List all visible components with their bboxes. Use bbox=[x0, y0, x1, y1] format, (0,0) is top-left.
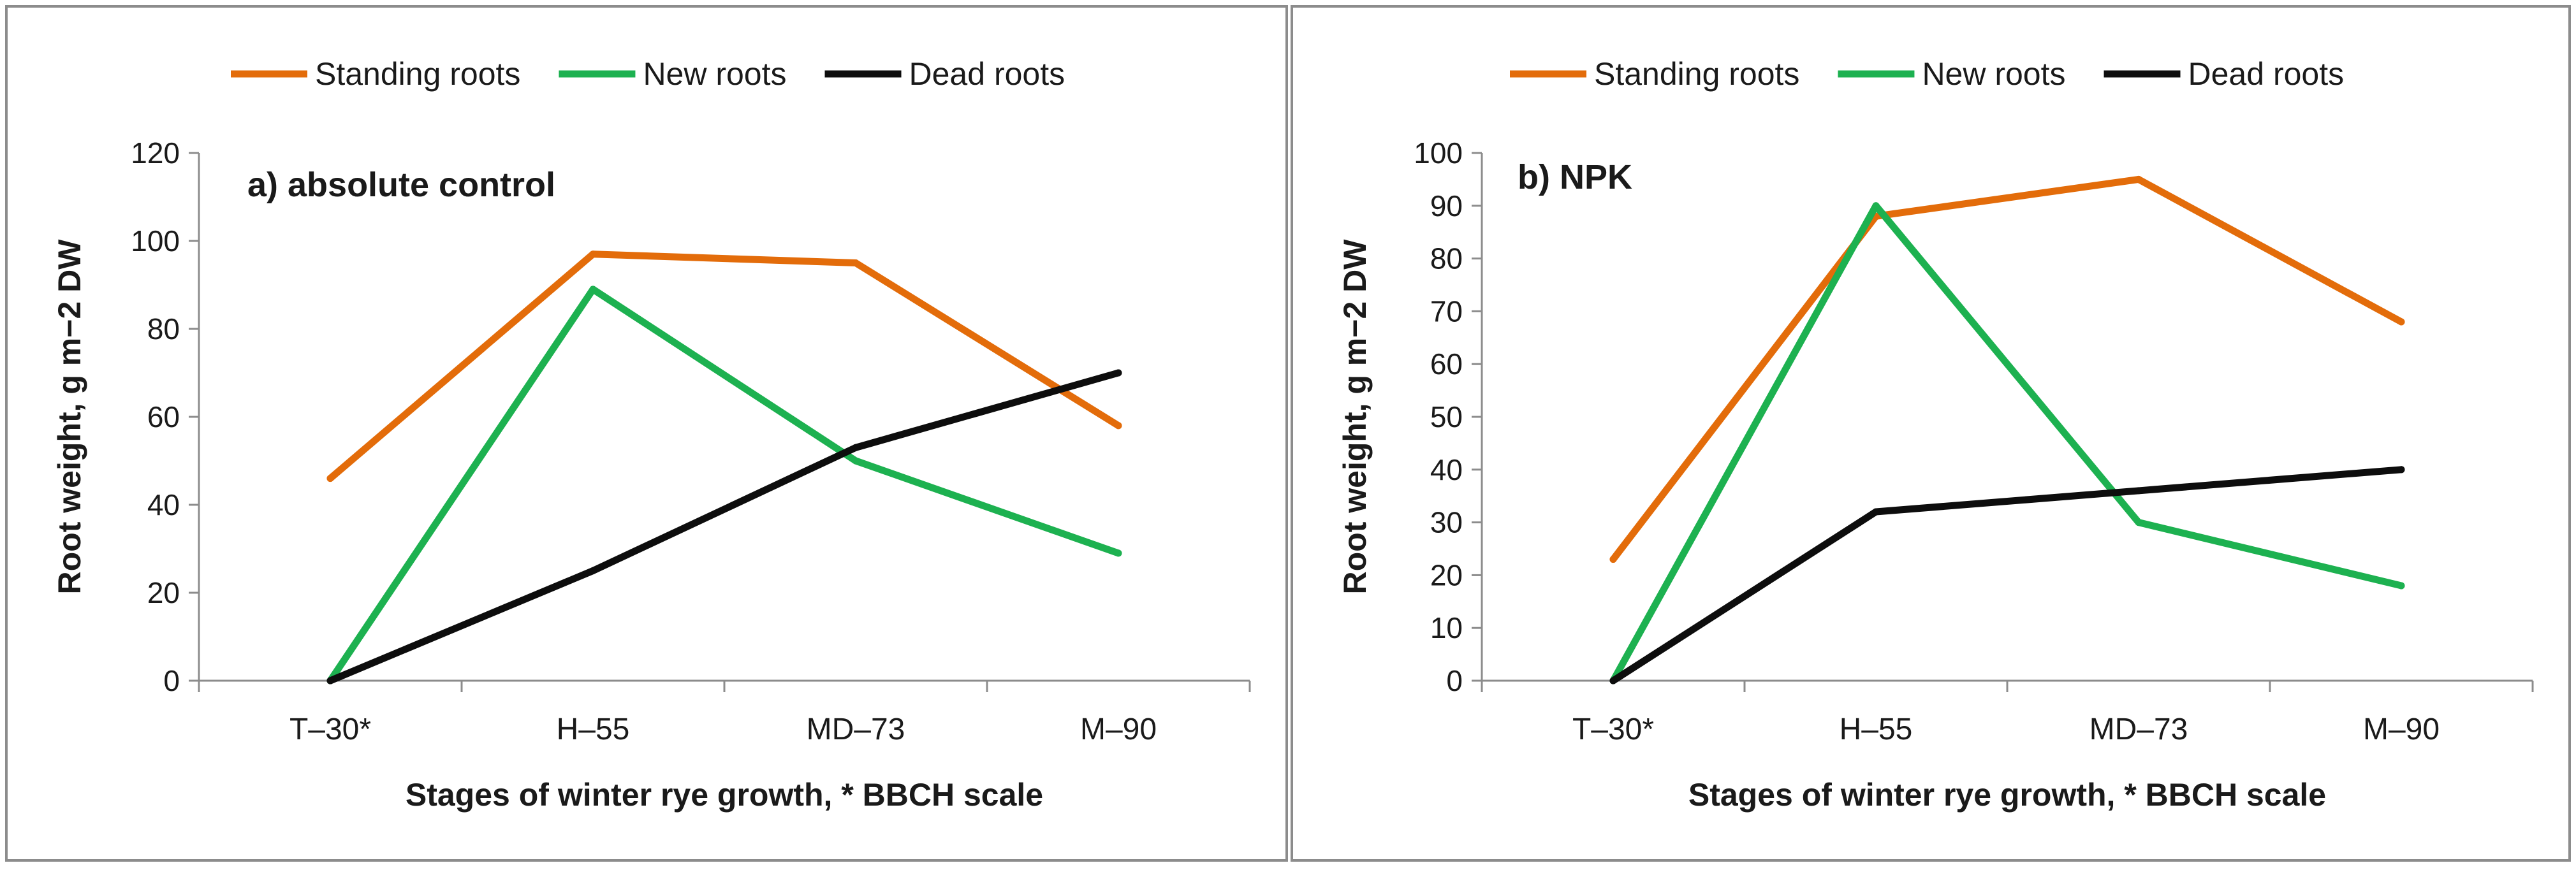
data-point-dead-roots bbox=[1872, 508, 1880, 516]
data-point-dead-roots bbox=[2135, 487, 2142, 495]
x-tick-label: M–90 bbox=[1080, 713, 1157, 746]
y-tick-label: 100 bbox=[1414, 136, 1463, 170]
y-tick-label: 60 bbox=[147, 400, 180, 433]
y-axis-title: Root weight, g m−2 DW bbox=[52, 239, 87, 595]
x-axis-title: Stages of winter rye growth, * BBCH scal… bbox=[406, 777, 1043, 813]
data-point-standing-roots bbox=[2135, 175, 2142, 183]
y-tick-label: 120 bbox=[131, 136, 180, 170]
series-line-dead-roots bbox=[326, 369, 1122, 685]
series-line-new-roots bbox=[326, 286, 1122, 685]
chart-b-svg: 0 10 20 30 40 50 60 70 80 90 100 T–30* H–55 MD–73 M–90… bbox=[1337, 56, 2534, 813]
y-tick-label: 0 bbox=[1446, 664, 1463, 697]
data-point-dead-roots bbox=[2397, 466, 2405, 474]
legend-label: Standing roots bbox=[315, 56, 520, 92]
x-tick-label: H–55 bbox=[557, 713, 630, 746]
x-tick-label: M–90 bbox=[2363, 713, 2440, 746]
data-point-dead-roots bbox=[326, 677, 334, 685]
data-point-dead-roots bbox=[1609, 677, 1617, 685]
data-point-standing-roots bbox=[2397, 318, 2405, 326]
x-axis-title: Stages of winter rye growth, * BBCH scal… bbox=[1688, 777, 2326, 813]
y-tick-label: 50 bbox=[1430, 400, 1463, 433]
y-tick-label: 40 bbox=[1430, 453, 1463, 486]
x-tick-label: H–55 bbox=[1840, 713, 1913, 746]
panel-label: b) NPK bbox=[1518, 158, 1632, 196]
y-tick-label: 40 bbox=[147, 488, 180, 521]
data-point-standing-roots bbox=[1115, 422, 1122, 430]
y-tick-label: 30 bbox=[1430, 506, 1463, 539]
data-point-new-roots bbox=[2135, 519, 2142, 526]
chart-panel-a: 0 20 40 60 80 100 120 T–30* H–55 MD–73 M–90 Stages … bbox=[5, 5, 1288, 862]
y-tick-label: 70 bbox=[1430, 294, 1463, 328]
data-point-new-roots bbox=[2397, 582, 2405, 590]
series-line-standing-roots bbox=[326, 250, 1122, 482]
data-point-new-roots bbox=[852, 457, 860, 465]
y-tick-label: 20 bbox=[147, 576, 180, 609]
legend-label: New roots bbox=[1922, 56, 2065, 92]
y-axis-title: Root weight, g m−2 DW bbox=[1337, 239, 1373, 595]
data-point-dead-roots bbox=[852, 444, 860, 451]
series-line-dead-roots bbox=[1609, 466, 2405, 685]
x-tick-label: T–30* bbox=[289, 713, 371, 746]
legend-label: Dead roots bbox=[909, 56, 1065, 92]
panel-label: a) absolute control bbox=[247, 166, 555, 204]
chart-a-svg: 0 20 40 60 80 100 120 T–30* H–55 MD–73 M–90 Stages … bbox=[52, 56, 1251, 813]
legend-label: New roots bbox=[643, 56, 786, 92]
data-point-new-roots bbox=[1115, 549, 1122, 557]
data-point-new-roots bbox=[1872, 202, 1880, 210]
x-tick-label: T–30* bbox=[1572, 713, 1654, 746]
data-point-dead-roots bbox=[589, 567, 597, 574]
y-tick-label: 20 bbox=[1430, 558, 1463, 591]
y-tick-label: 80 bbox=[147, 312, 180, 345]
data-point-standing-roots bbox=[589, 250, 597, 258]
y-tick-label: 100 bbox=[131, 224, 180, 257]
data-point-standing-roots bbox=[1609, 556, 1617, 563]
series-line-standing-roots bbox=[1609, 175, 2405, 563]
x-tick-label: MD–73 bbox=[2089, 713, 2188, 746]
legend-label: Standing roots bbox=[1594, 56, 1799, 92]
y-tick-label: 60 bbox=[1430, 347, 1463, 381]
data-point-standing-roots bbox=[852, 259, 860, 266]
x-tick-label: MD–73 bbox=[807, 713, 905, 746]
data-point-dead-roots bbox=[1115, 369, 1122, 377]
data-point-new-roots bbox=[589, 286, 597, 293]
y-tick-label: 90 bbox=[1430, 189, 1463, 222]
data-point-standing-roots bbox=[326, 475, 334, 482]
y-tick-label: 10 bbox=[1430, 611, 1463, 644]
chart-panel-b: 0 10 20 30 40 50 60 70 80 90 100 T–30* H–55 MD–73 M–90… bbox=[1291, 5, 2571, 862]
y-tick-label: 80 bbox=[1430, 242, 1463, 275]
legend-label: Dead roots bbox=[2188, 56, 2345, 92]
series-line-new-roots bbox=[1609, 202, 2405, 685]
y-tick-label: 0 bbox=[163, 664, 180, 697]
